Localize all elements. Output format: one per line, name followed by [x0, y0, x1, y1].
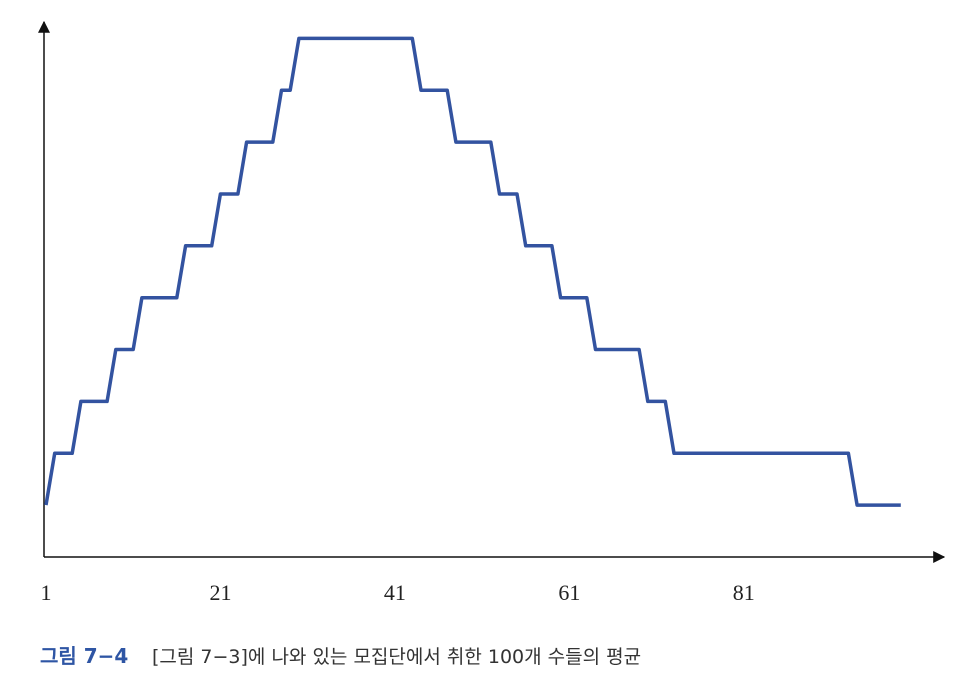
x-tick-label: 81: [733, 580, 755, 605]
x-tick-label: 1: [41, 580, 52, 605]
data-line: [44, 36, 901, 507]
x-tick-label: 61: [558, 580, 580, 605]
x-tick-label: 21: [209, 580, 231, 605]
caption-title: 그림 7−4: [40, 644, 128, 668]
x-tick-label: 41: [384, 580, 406, 605]
caption: [그림 7−3]에 나와 있는 모집단에서 취한 100개 수들의 평균: [152, 646, 641, 668]
